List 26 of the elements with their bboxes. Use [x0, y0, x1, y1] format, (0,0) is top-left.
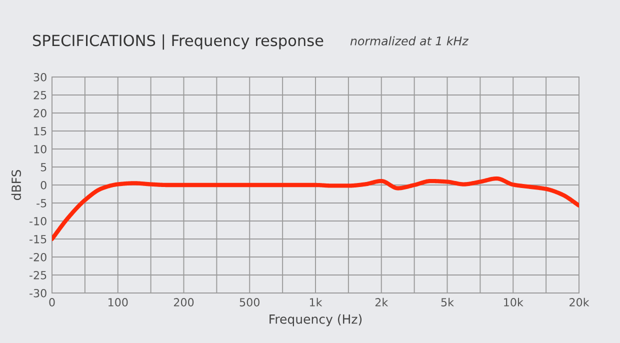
y-tick-label: 0 [40, 180, 46, 190]
x-tick-label: 100 [108, 298, 128, 306]
x-tick-label: 1k [310, 298, 322, 306]
y-tick-label: -10 [30, 216, 46, 226]
y-tick-label: -30 [30, 288, 46, 298]
chart-title: SPECIFICATIONS | Frequency response [33, 34, 324, 50]
y-tick-label: 10 [34, 144, 46, 154]
y-tick-label: -15 [30, 235, 46, 244]
x-tick-label: 500 [240, 298, 260, 306]
x-tick-label: 20k [570, 298, 590, 306]
y-tick-label: 20 [34, 108, 46, 118]
y-axis-title: dBFS [11, 170, 22, 200]
y-tick-label: -25 [30, 270, 46, 280]
y-tick-label: -5 [36, 199, 46, 208]
x-tick-label: 10k [504, 298, 524, 306]
chart-subtitle: normalized at 1 kHz [350, 36, 469, 46]
y-tick-label: 5 [40, 163, 46, 172]
x-tick-label: 5k [441, 298, 454, 306]
x-tick-label: 0 [49, 298, 55, 306]
y-tick-label: 25 [34, 90, 46, 100]
y-tick-label: -20 [30, 252, 46, 262]
y-tick-label: 30 [34, 72, 46, 82]
y-tick-label: 15 [34, 127, 46, 136]
x-axis-title: Frequency (Hz) [270, 314, 362, 326]
x-tick-label: 2k [375, 298, 388, 306]
x-tick-label: 200 [174, 298, 194, 306]
